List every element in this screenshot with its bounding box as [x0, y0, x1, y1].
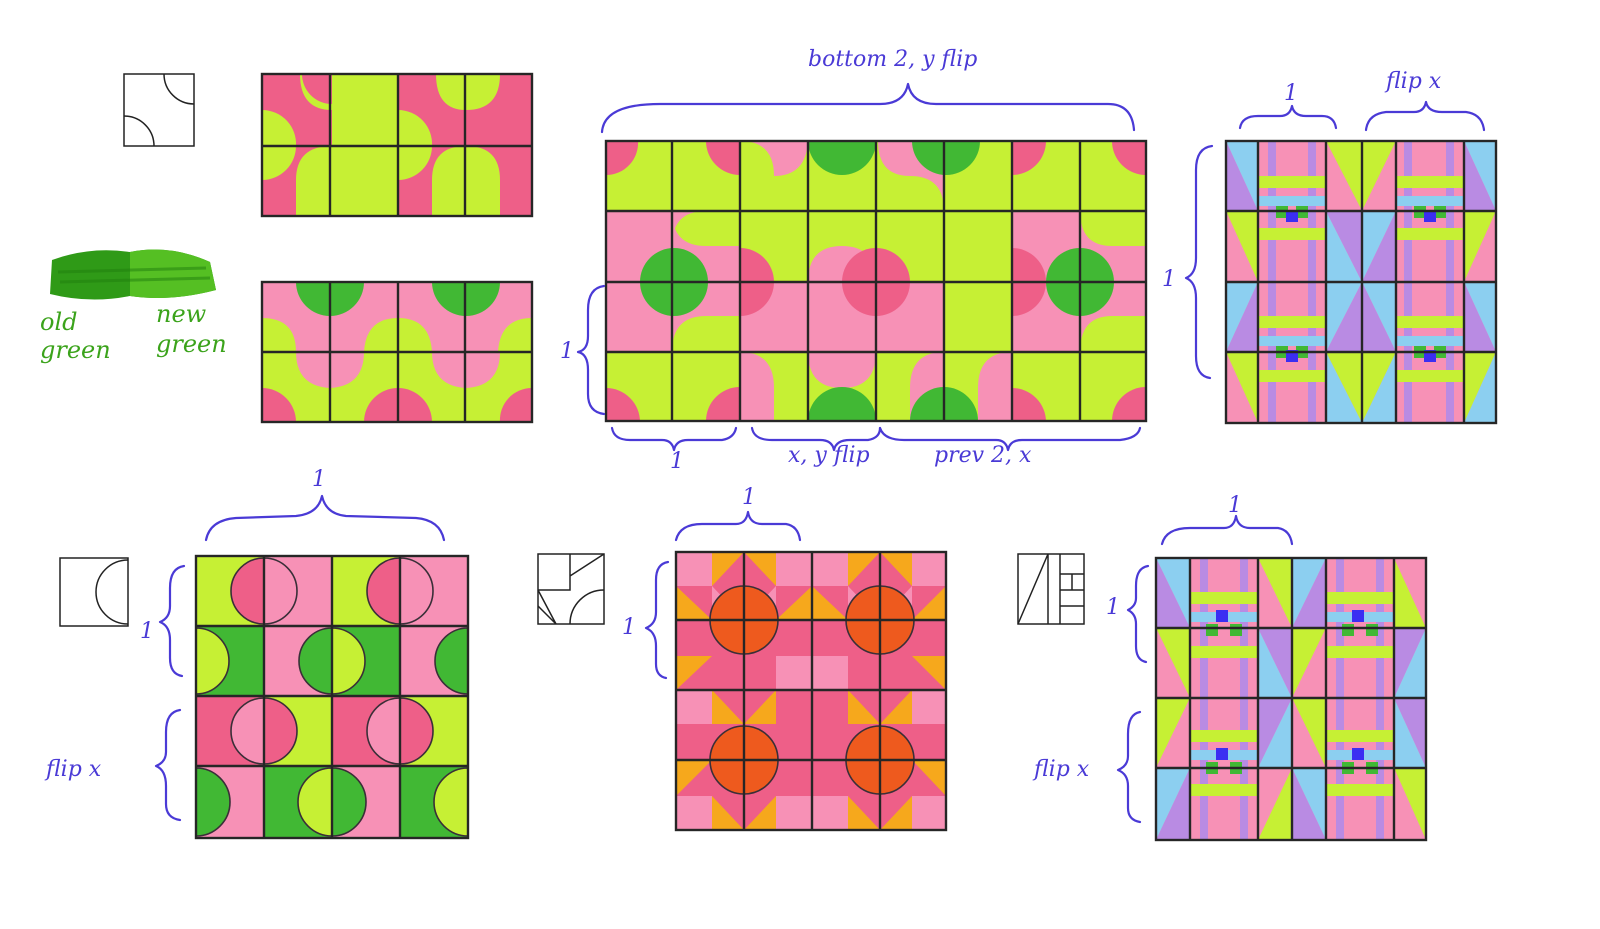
weave2-left-brace-1	[1126, 564, 1150, 664]
weave-top-brace-1	[1238, 104, 1338, 130]
big-bottom-note-3: prev 2, x	[934, 443, 1032, 468]
pattern-circles	[194, 554, 470, 840]
weave2-left-brace-2	[1116, 710, 1142, 824]
pattern-waves-a	[260, 72, 534, 218]
big-bottom-brace-3	[878, 426, 1142, 452]
pattern-waves-b	[260, 280, 534, 424]
weave-top-brace-2	[1364, 100, 1486, 132]
old-green-label: old	[40, 308, 78, 336]
weave-top-note-2: flip x	[1384, 69, 1442, 94]
circles-left-note-1: 1	[140, 619, 154, 644]
big-left-brace	[576, 284, 606, 416]
big-bottom-note-2: x, y flip	[788, 443, 870, 468]
pattern-stars	[674, 550, 948, 832]
arc-tile-sketch	[123, 73, 195, 147]
big-top-brace	[600, 82, 1136, 134]
weave2-top-brace	[1160, 514, 1294, 546]
circles-left-note-2: flip x	[44, 757, 102, 782]
star-top-note: 1	[742, 485, 756, 510]
circles-top-note: 1	[312, 467, 326, 492]
new-green-label-2: green	[156, 330, 227, 358]
pattern-weave-top	[1224, 139, 1498, 425]
old-green-label-2: green	[40, 336, 111, 364]
star-left-brace	[644, 560, 670, 680]
circles-left-brace-2	[154, 708, 182, 822]
new-green-label: new	[156, 300, 207, 328]
weave2-top-note: 1	[1228, 493, 1242, 518]
weave-left-note: 1	[1162, 267, 1176, 292]
big-bottom-brace-1	[610, 426, 738, 452]
weave2-left-note-1: 1	[1106, 595, 1120, 620]
green-swatch	[50, 249, 216, 300]
halfcircle-tile-sketch	[59, 557, 129, 627]
weave2-left-note-2: flip x	[1032, 757, 1090, 782]
circles-top-brace	[204, 494, 446, 542]
pattern-weave-bottom	[1154, 556, 1428, 842]
big-top-note: bottom 2, y flip	[808, 47, 977, 72]
weave-top-note-1: 1	[1284, 81, 1298, 106]
big-bottom-note-1: 1	[670, 449, 684, 474]
pattern-big-composite	[604, 139, 1148, 423]
weave-left-brace	[1184, 144, 1214, 380]
star-top-brace	[674, 510, 802, 542]
circles-left-brace-1	[158, 564, 186, 678]
big-left-note: 1	[560, 339, 574, 364]
weave-tile-sketch	[1017, 553, 1085, 625]
star-tile-sketch	[537, 553, 605, 625]
big-bottom-brace-2	[750, 426, 882, 452]
star-left-note: 1	[622, 615, 636, 640]
